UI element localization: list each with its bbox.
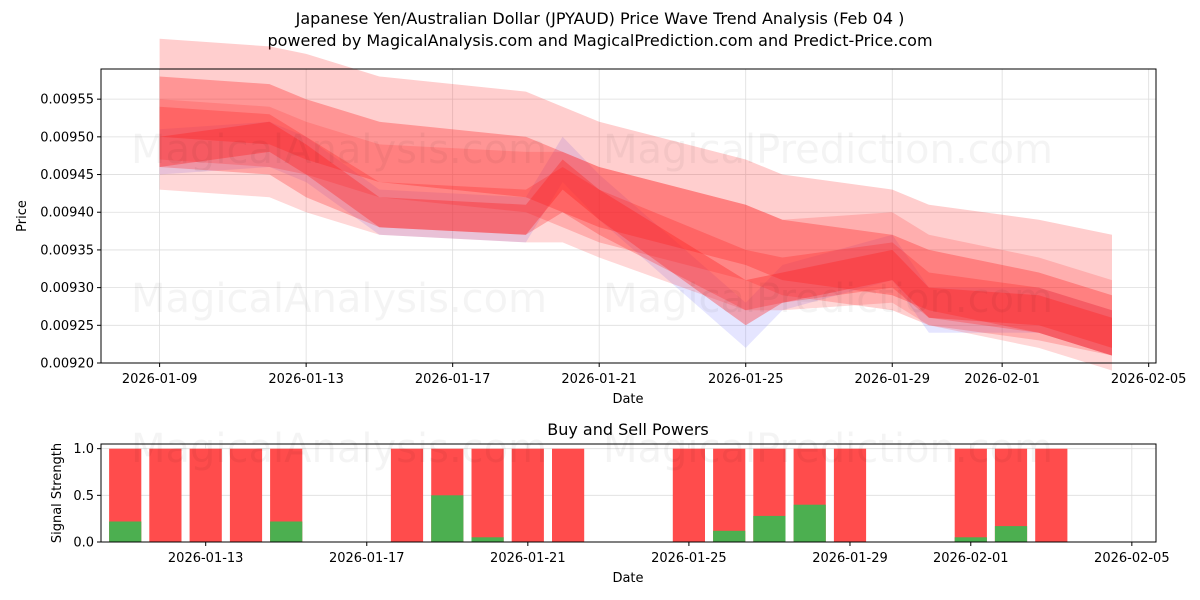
price-x-tick-label: 2026-01-29 xyxy=(854,372,930,387)
price-wave-band xyxy=(159,38,1113,356)
price-x-tick-label: 2026-01-17 xyxy=(415,372,491,387)
price-x-tick-label: 2026-02-01 xyxy=(964,372,1040,387)
price-grid xyxy=(101,69,1156,364)
signal-x-tick-label: 2026-01-17 xyxy=(329,551,405,566)
watermarks: MagicalAnalysis.com MagicalPrediction.co… xyxy=(131,127,1053,472)
watermark-prediction-3: MagicalPrediction.com xyxy=(603,426,1053,472)
price-wave-bands xyxy=(159,38,1113,371)
price-x-tick-label: 2026-01-13 xyxy=(268,372,344,387)
price-y-tick-label: 0.00950 xyxy=(40,130,94,145)
watermark-analysis-1: MagicalAnalysis.com xyxy=(131,127,547,173)
signal-y-tick-label: 1.0 xyxy=(73,442,94,457)
price-wave-band xyxy=(159,76,1113,356)
price-wave-band xyxy=(159,99,1113,371)
sell-power-bar xyxy=(189,448,222,542)
signal-y-tick-label: 0.5 xyxy=(73,489,94,504)
sell-power-bar xyxy=(149,448,182,542)
sell-power-bar xyxy=(471,448,504,542)
sell-power-bar xyxy=(552,448,585,542)
buy-power-bar xyxy=(471,537,504,542)
signal-x-axis-label: Date xyxy=(612,571,643,586)
sell-power-bar xyxy=(229,448,263,542)
signal-x-tick-label: 2026-02-05 xyxy=(1094,551,1170,566)
signal-x-tick-label: 2026-01-29 xyxy=(812,551,888,566)
sell-power-bar xyxy=(713,448,746,542)
signal-chart-title: Buy and Sell Powers xyxy=(547,420,709,439)
price-y-tick-label: 0.00935 xyxy=(40,243,94,258)
signal-bars xyxy=(109,448,1068,542)
sell-power-bar xyxy=(954,448,987,542)
price-axes-frame xyxy=(100,68,1157,364)
sell-power-bar xyxy=(833,448,867,542)
price-y-tick-label: 0.00955 xyxy=(40,93,94,108)
price-wave-band xyxy=(159,106,1113,356)
price-y-ticks: 0.00920 0.00925 0.00930 0.00935 0.00940 0.009… xyxy=(40,93,101,372)
price-x-tick-label: 2026-01-21 xyxy=(561,372,637,387)
signal-x-tick-label: 2026-02-01 xyxy=(933,551,1009,566)
price-y-tick-label: 0.00925 xyxy=(40,319,94,334)
signal-y-tick-label: 0.0 xyxy=(73,536,94,551)
signal-y-ticks: 0.0 0.5 1.0 xyxy=(73,442,101,551)
buy-power-bar xyxy=(793,504,826,542)
price-y-tick-label: 0.00945 xyxy=(40,168,94,183)
price-x-tick-label: 2026-02-05 xyxy=(1111,372,1187,387)
price-x-tick-label: 2026-01-25 xyxy=(708,372,784,387)
buy-power-bar xyxy=(954,537,987,542)
signal-axes-frame xyxy=(100,443,1157,543)
price-y-tick-label: 0.00920 xyxy=(40,357,94,372)
signal-x-ticks: 2026-01-13 2026-01-17 2026-01-21 2026-01-25… xyxy=(168,542,1170,566)
chart-title-line-1: Japanese Yen/Australian Dollar (JPYAUD) … xyxy=(295,9,905,28)
price-actual-band xyxy=(159,121,1113,356)
buy-power-bar xyxy=(713,530,746,542)
price-wave-band xyxy=(159,121,1113,348)
sell-power-bar xyxy=(390,448,424,542)
buy-power-bar xyxy=(270,521,303,542)
price-x-ticks: 2026-01-09 2026-01-13 2026-01-17 2026-01-21… xyxy=(122,363,1187,387)
signal-x-tick-label: 2026-01-13 xyxy=(168,551,244,566)
signal-x-tick-label: 2026-01-25 xyxy=(651,551,727,566)
buy-power-bar xyxy=(109,521,142,542)
watermark-analysis-2: MagicalAnalysis.com xyxy=(131,276,547,322)
signal-x-tick-label: 2026-01-21 xyxy=(490,551,566,566)
watermark-analysis-3: MagicalAnalysis.com xyxy=(131,426,547,472)
buy-power-bar xyxy=(994,526,1028,542)
price-x-tick-label: 2026-01-09 xyxy=(122,372,198,387)
price-y-tick-label: 0.00930 xyxy=(40,281,94,296)
signal-y-axis-label: Signal Strength xyxy=(50,443,65,543)
watermark-prediction-1: MagicalPrediction.com xyxy=(603,127,1053,173)
buy-power-bar xyxy=(753,515,786,542)
watermark-prediction-2: MagicalPrediction.com xyxy=(603,276,1053,322)
sell-power-bar xyxy=(672,448,705,542)
chart-title-line-2: powered by MagicalAnalysis.com and Magic… xyxy=(267,31,933,50)
sell-power-bar xyxy=(1035,448,1068,542)
sell-power-bar xyxy=(511,448,544,542)
buy-power-bar xyxy=(431,495,464,542)
price-x-axis-label: Date xyxy=(612,392,643,407)
price-y-tick-label: 0.00940 xyxy=(40,206,94,221)
price-y-axis-label: Price xyxy=(15,200,30,232)
